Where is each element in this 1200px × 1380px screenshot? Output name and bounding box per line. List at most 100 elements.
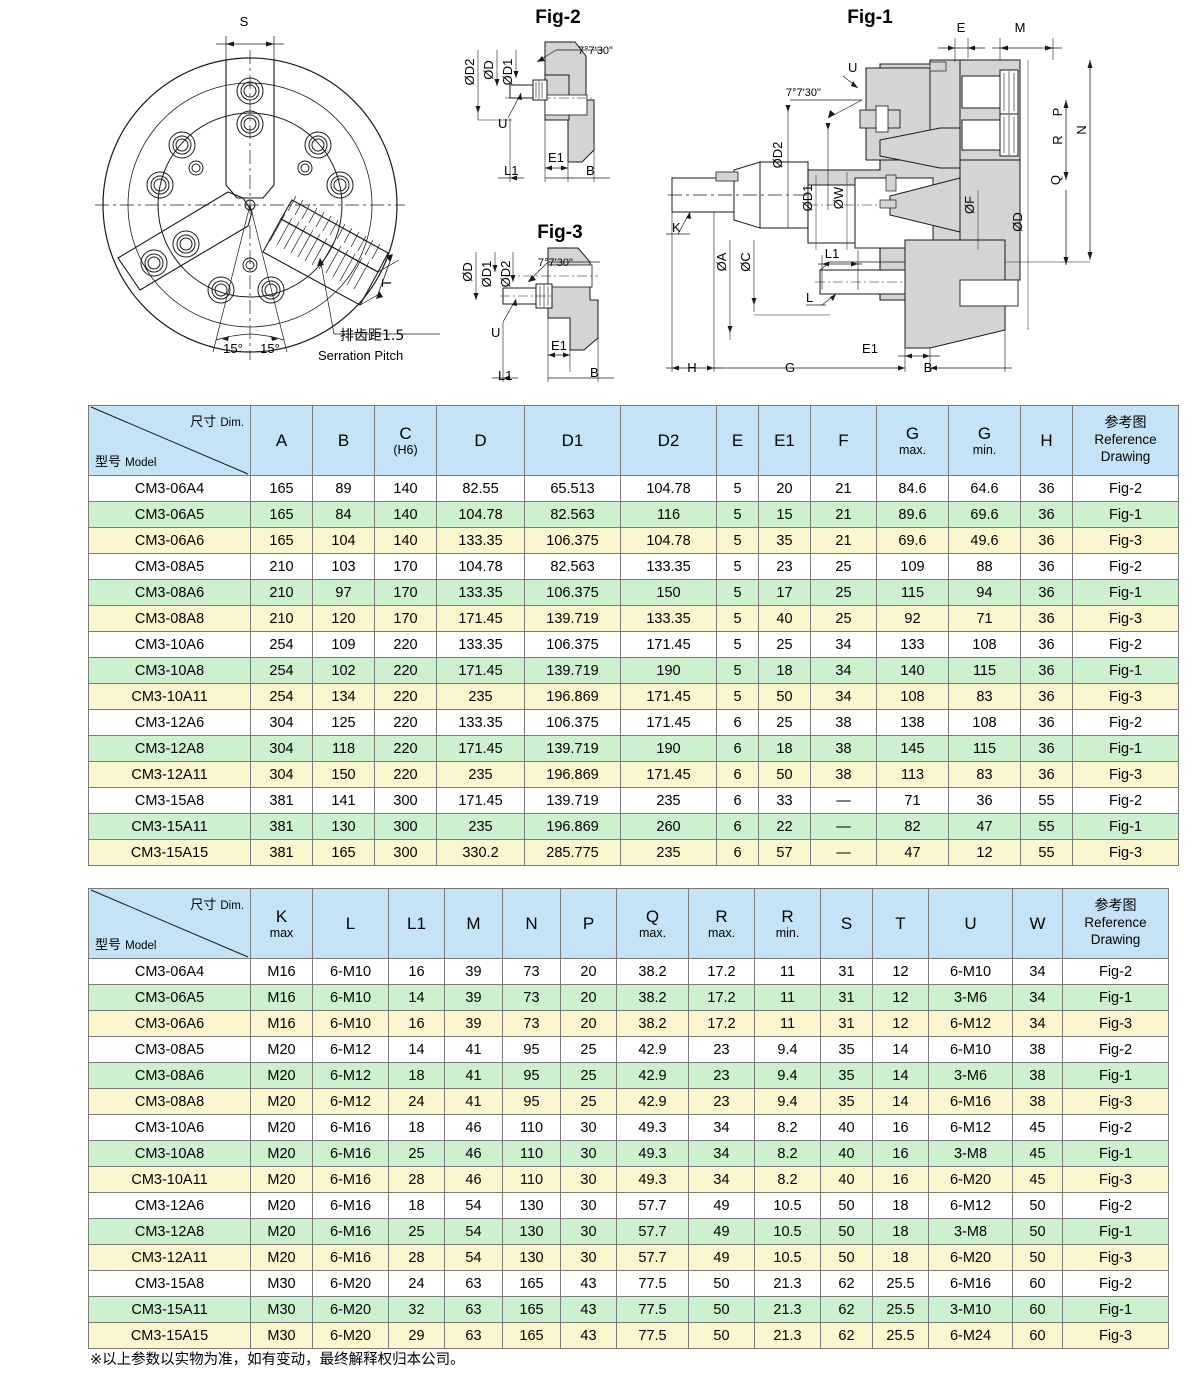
value-cell: 140 [374,475,437,502]
value-cell: 18 [758,735,811,762]
value-cell: 106.375 [524,709,621,736]
value-cell: 54 [444,1218,503,1245]
value-cell: 57.7 [616,1192,689,1219]
table-row: CM3-15A15 M30 6-M20 29 63 165 43 77.5 50 21.3 62 25… [88,1322,1169,1349]
fig1-label-U: U [848,60,857,75]
fig1-label-K: K [672,220,681,235]
value-cell: 36 [1020,683,1073,710]
value-cell: 115 [948,657,1021,684]
value-cell: M20 [250,1244,313,1271]
value-cell: 254 [250,631,313,658]
value-cell: 6-M20 [928,1244,1013,1271]
value-cell: 42.9 [616,1088,689,1115]
value-cell: 25 [560,1062,617,1089]
fig1-label-N: N [1074,125,1089,134]
table2-col-reference-drawing: 参考图 Reference Drawing [1062,888,1169,959]
table-row: CM3-12A8 M20 6-M16 25 54 130 30 57.7 49 10.5 50 18 3… [88,1218,1169,1245]
model-cell: CM3-12A11 [88,761,251,788]
value-cell: 6-M16 [312,1166,389,1193]
table-row: CM3-08A5 210 103 170 104.78 82.563 133.35 5 23 25… [88,553,1179,580]
reference-drawing-cell: Fig-1 [1072,813,1179,840]
value-cell: 17.2 [688,984,755,1011]
value-cell: 17.2 [688,1010,755,1037]
value-cell: 36 [1020,553,1073,580]
value-cell: 300 [374,839,437,866]
value-cell: 109 [876,553,949,580]
value-cell: 220 [374,683,437,710]
value-cell: 235 [436,813,525,840]
value-cell: 34 [810,631,877,658]
value-cell: 34 [1012,958,1063,985]
value-cell: 235 [436,761,525,788]
value-cell: 69.6 [876,527,949,554]
value-cell: 49.3 [616,1114,689,1141]
value-cell: 41 [444,1062,503,1089]
model-cell: CM3-15A15 [88,1322,251,1349]
value-cell: 38 [1012,1062,1063,1089]
fig1-label-G: G [785,360,795,375]
value-cell: 115 [948,735,1021,762]
value-cell: 5 [716,657,759,684]
value-cell: 5 [716,527,759,554]
fig1-label-Q: Q [1048,175,1063,185]
value-cell: 12 [872,958,929,985]
value-cell: 21.3 [754,1270,821,1297]
value-cell: 165 [502,1270,561,1297]
table-row: CM3-12A11 M20 6-M16 28 54 130 30 57.7 49 10.5 50 18… [88,1244,1169,1271]
value-cell: 57.7 [616,1244,689,1271]
table-row: CM3-10A8 254 102 220 171.45 139.719 190 5 18 34 14… [88,657,1179,684]
value-cell: 6-M16 [928,1270,1013,1297]
value-cell: 12 [872,984,929,1011]
value-cell: 304 [250,709,313,736]
value-cell: 210 [250,553,313,580]
reference-drawing-cell: Fig-2 [1062,958,1169,985]
table-row: CM3-12A8 304 118 220 171.45 139.719 190 6 18 38 14… [88,735,1179,762]
value-cell: 39 [444,1010,503,1037]
value-cell: 145 [876,735,949,762]
value-cell: 18 [872,1218,929,1245]
reference-drawing-cell: Fig-2 [1072,553,1179,580]
value-cell: 45 [1012,1166,1063,1193]
value-cell: 45 [1012,1114,1063,1141]
value-cell: 54 [444,1192,503,1219]
value-cell: 30 [560,1114,617,1141]
fig2-title: Fig-2 [535,7,580,28]
value-cell: 5 [716,475,759,502]
value-cell: 285.775 [524,839,621,866]
value-cell: 6-M16 [312,1114,389,1141]
value-cell: 34 [688,1166,755,1193]
fig2-label-D1: ØD1 [500,59,515,86]
value-cell: 235 [620,787,717,814]
value-cell: 40 [820,1166,873,1193]
table2-col-L: L [312,888,389,959]
value-cell: 89.6 [876,501,949,528]
table-row: CM3-10A8 M20 6-M16 25 46 110 30 49.3 34 8.2 40 16 3-… [88,1140,1169,1167]
value-cell: 36 [1020,631,1073,658]
chuck-face-view [95,36,440,360]
reference-drawing-cell: Fig-1 [1062,1296,1169,1323]
value-cell: 40 [820,1140,873,1167]
value-cell: 82.563 [524,501,621,528]
value-cell: 25 [388,1218,445,1245]
value-cell: 103 [312,553,375,580]
value-cell: 6 [716,813,759,840]
fig3-label-D: ØD [460,262,475,282]
value-cell: M20 [250,1036,313,1063]
value-cell: 150 [312,761,375,788]
value-cell: 171.45 [436,605,525,632]
value-cell: 8.2 [754,1140,821,1167]
value-cell: 50 [758,761,811,788]
value-cell: 5 [716,683,759,710]
value-cell: 50 [820,1244,873,1271]
value-cell: 133.35 [436,579,525,606]
value-cell: 5 [716,501,759,528]
value-cell: 49 [688,1218,755,1245]
table1-model-label: 型号 Model [95,455,157,470]
reference-drawing-cell: Fig-1 [1072,735,1179,762]
value-cell: 38 [810,761,877,788]
value-cell: 104 [312,527,375,554]
value-cell: 6-M12 [312,1036,389,1063]
